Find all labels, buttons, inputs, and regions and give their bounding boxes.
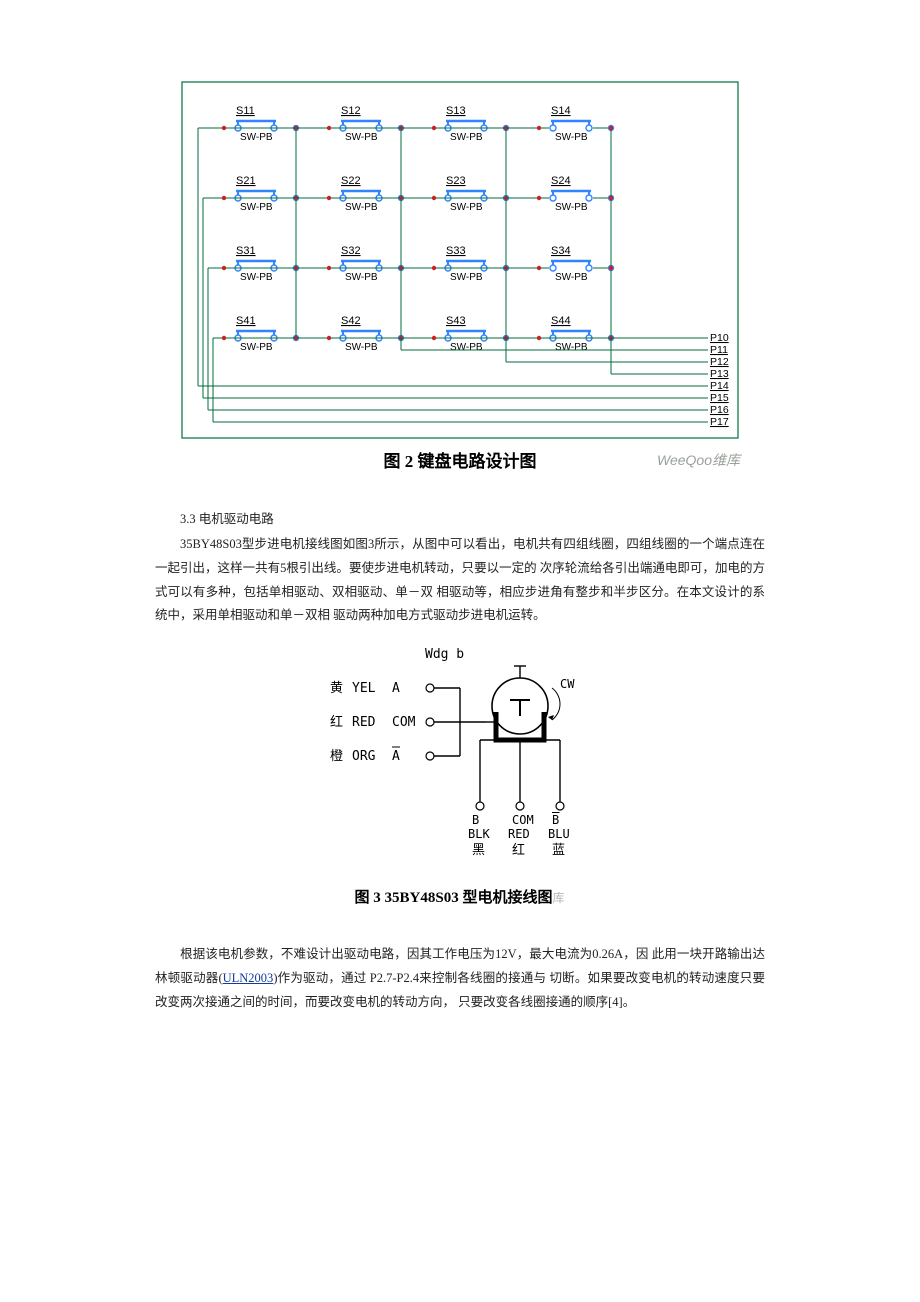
figure-2-watermark: WeeQoo维库 xyxy=(657,450,740,470)
svg-text:SW-PB: SW-PB xyxy=(345,202,378,213)
figure-2-caption: 图 2 键盘电路设计图 xyxy=(384,447,537,472)
figure-3-motor-wiring: Wdg b黄YELA红REDCOM橙ORGACWBBLK黑COMRED红BBLU… xyxy=(310,642,610,907)
svg-text:SW-PB: SW-PB xyxy=(450,202,483,213)
svg-text:S42: S42 xyxy=(341,315,361,327)
svg-text:红: 红 xyxy=(512,842,525,857)
svg-text:S32: S32 xyxy=(341,245,361,257)
svg-text:橙: 橙 xyxy=(330,748,343,763)
svg-text:P10: P10 xyxy=(710,332,729,344)
svg-text:S21: S21 xyxy=(236,175,256,187)
svg-text:A: A xyxy=(392,681,400,696)
svg-text:S44: S44 xyxy=(551,315,571,327)
svg-text:S41: S41 xyxy=(236,315,256,327)
svg-text:S12: S12 xyxy=(341,105,361,117)
svg-text:S31: S31 xyxy=(236,245,256,257)
svg-text:P13: P13 xyxy=(710,368,729,380)
svg-text:B: B xyxy=(472,813,479,827)
svg-text:YEL: YEL xyxy=(352,681,376,696)
keyboard-schematic-svg: S11 SW-PB S12 SW-PB S13 SW-PB S14 SW-PB S21 SW-PB… xyxy=(180,80,740,440)
svg-text:COM: COM xyxy=(512,813,534,827)
motor-wiring-svg: Wdg b黄YELA红REDCOM橙ORGACWBBLK黑COMRED红BBLU… xyxy=(310,642,610,882)
svg-text:B: B xyxy=(552,813,559,827)
section-3-3-title: 3.3 电机驱动电路 xyxy=(155,508,765,527)
svg-text:P12: P12 xyxy=(710,356,729,368)
svg-text:RED: RED xyxy=(508,827,530,841)
svg-text:SW-PB: SW-PB xyxy=(555,202,588,213)
svg-text:RED: RED xyxy=(352,715,376,730)
svg-text:S34: S34 xyxy=(551,245,571,257)
svg-text:BLU: BLU xyxy=(548,827,570,841)
uln2003-link[interactable]: ULN2003 xyxy=(223,971,274,985)
svg-text:SW-PB: SW-PB xyxy=(240,132,273,143)
svg-text:S11: S11 xyxy=(236,105,255,117)
paragraph-1: 35BY48S03型步进电机接线图如图3所示，从图中可以看出，电机共有四组线圈，… xyxy=(155,533,765,628)
svg-text:COM: COM xyxy=(392,715,416,730)
svg-text:S14: S14 xyxy=(551,105,571,117)
paragraph-2: 根据该电机参数，不难设计出驱动电路，因其工作电压为12V，最大电流为0.26A，… xyxy=(155,943,765,1014)
svg-text:CW: CW xyxy=(560,677,575,691)
figure-3-caption: 图 3 35BY48S03 型电机接线图库 xyxy=(310,886,610,907)
svg-text:S24: S24 xyxy=(551,175,571,187)
svg-text:SW-PB: SW-PB xyxy=(555,342,588,353)
figure-2-keyboard-circuit: S11 SW-PB S12 SW-PB S13 SW-PB S14 SW-PB S21 SW-PB… xyxy=(179,80,741,472)
svg-text:黄: 黄 xyxy=(330,680,343,695)
svg-text:SW-PB: SW-PB xyxy=(240,342,273,353)
svg-text:SW-PB: SW-PB xyxy=(240,272,273,283)
svg-text:黑: 黑 xyxy=(472,842,485,857)
svg-text:Wdg b: Wdg b xyxy=(425,647,464,662)
svg-text:SW-PB: SW-PB xyxy=(450,132,483,143)
figure-3-watermark: 库 xyxy=(552,891,565,905)
svg-text:SW-PB: SW-PB xyxy=(555,272,588,283)
paragraph-1-text: 35BY48S03型步进电机接线图如图3所示，从图中可以看出，电机共有四组线圈，… xyxy=(155,537,765,622)
svg-text:SW-PB: SW-PB xyxy=(345,132,378,143)
svg-text:S22: S22 xyxy=(341,175,361,187)
svg-text:P14: P14 xyxy=(710,380,729,392)
svg-text:A: A xyxy=(392,749,400,764)
svg-text:P17: P17 xyxy=(710,416,729,428)
svg-text:ORG: ORG xyxy=(352,749,376,764)
svg-text:SW-PB: SW-PB xyxy=(345,342,378,353)
svg-text:P15: P15 xyxy=(710,392,729,404)
figure-3-caption-text: 图 3 35BY48S03 型电机接线图 xyxy=(355,890,553,906)
svg-text:SW-PB: SW-PB xyxy=(450,342,483,353)
svg-text:SW-PB: SW-PB xyxy=(450,272,483,283)
svg-text:P11: P11 xyxy=(710,344,728,356)
svg-text:蓝: 蓝 xyxy=(552,842,565,857)
svg-text:S13: S13 xyxy=(446,105,466,117)
svg-text:P16: P16 xyxy=(710,404,729,416)
page: S11 SW-PB S12 SW-PB S13 SW-PB S14 SW-PB S21 SW-PB… xyxy=(0,0,920,1054)
svg-text:S43: S43 xyxy=(446,315,466,327)
svg-text:BLK: BLK xyxy=(468,827,490,841)
svg-text:S23: S23 xyxy=(446,175,466,187)
svg-text:红: 红 xyxy=(330,714,343,729)
svg-text:SW-PB: SW-PB xyxy=(555,132,588,143)
svg-text:S33: S33 xyxy=(446,245,466,257)
svg-text:SW-PB: SW-PB xyxy=(345,272,378,283)
svg-text:SW-PB: SW-PB xyxy=(240,202,273,213)
